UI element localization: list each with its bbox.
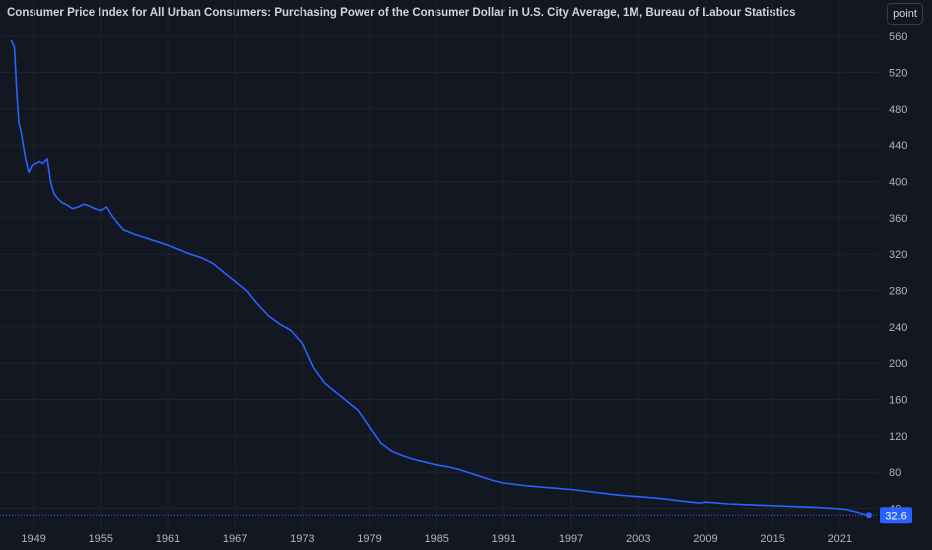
y-tick-label: 320 — [889, 249, 907, 261]
y-tick-label: 520 — [889, 68, 907, 80]
grid-lines — [0, 0, 879, 529]
y-tick-label: 560 — [889, 31, 907, 43]
y-tick-label: 400 — [889, 177, 907, 189]
x-tick-label: 2009 — [693, 533, 717, 545]
x-tick-label: 2003 — [626, 533, 650, 545]
y-tick-label: 160 — [889, 395, 907, 407]
x-tick-label: 1991 — [492, 533, 516, 545]
y-tick-label: 360 — [889, 213, 907, 225]
x-tick-label: 2015 — [760, 533, 784, 545]
x-axis[interactable]: 1949 1955 1961 1967 1973 1979 1985 1991 1997 2003… — [21, 533, 852, 545]
x-tick-label: 1973 — [290, 533, 314, 545]
x-tick-label: 1979 — [357, 533, 381, 545]
plot-area — [10, 39, 872, 519]
y-tick-label: 280 — [889, 286, 907, 298]
x-tick-label: 1961 — [156, 533, 180, 545]
series-line — [10, 39, 870, 517]
chart-title: Consumer Price Index for All Urban Consu… — [7, 7, 796, 19]
price-scale-unit-button[interactable]: point — [887, 3, 923, 25]
x-tick-label: 2021 — [828, 533, 852, 545]
last-point-dot — [865, 512, 872, 519]
y-tick-label: 440 — [889, 140, 907, 152]
x-tick-label: 1949 — [21, 533, 45, 545]
x-tick-label: 1997 — [559, 533, 583, 545]
x-tick-label: 1955 — [89, 533, 113, 545]
last-value-badge — [880, 507, 912, 524]
y-tick-label: 240 — [889, 322, 907, 334]
x-tick-label: 1967 — [223, 533, 247, 545]
last-value-label: 32.6 — [885, 510, 906, 522]
y-axis[interactable]: 4080120160200240280320360400440480520560 — [889, 31, 907, 515]
last-value-marker: 32.6 — [0, 507, 912, 524]
y-tick-label: 200 — [889, 358, 907, 370]
y-tick-label: 80 — [889, 467, 901, 479]
y-tick-label: 480 — [889, 104, 907, 116]
y-tick-label: 120 — [889, 431, 907, 443]
x-tick-label: 1985 — [424, 533, 448, 545]
